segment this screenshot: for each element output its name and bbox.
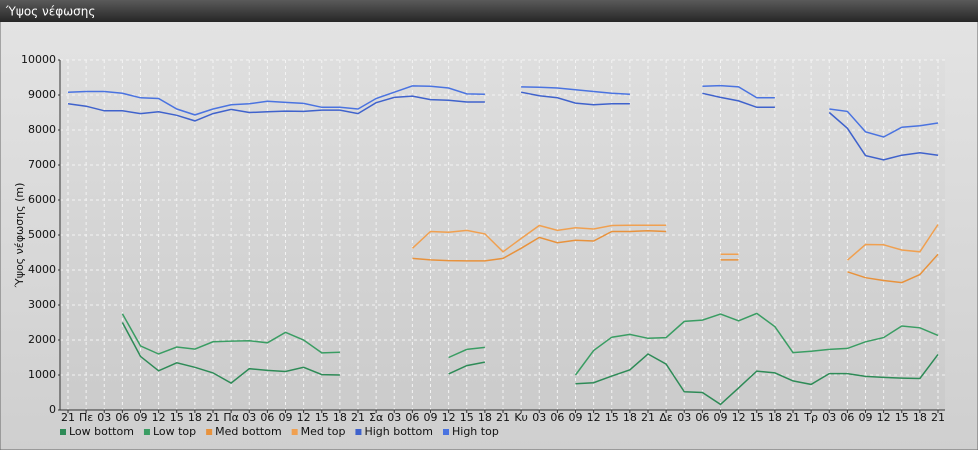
x-tick-label: Σα bbox=[369, 411, 383, 424]
x-tick-label: 03 bbox=[387, 411, 401, 424]
x-tick-label: 15 bbox=[460, 411, 474, 424]
series-line bbox=[411, 224, 939, 261]
x-tick-label: 18 bbox=[478, 411, 492, 424]
x-tick-label: 18 bbox=[188, 411, 202, 424]
y-tick-label: 4000 bbox=[28, 263, 56, 276]
x-tick-label: 03 bbox=[242, 411, 256, 424]
y-tick-label: 6000 bbox=[28, 193, 56, 206]
x-tick-label: 15 bbox=[170, 411, 184, 424]
y-tick-label: 2000 bbox=[28, 333, 56, 346]
x-tick-label: 18 bbox=[913, 411, 927, 424]
x-tick-label: 12 bbox=[442, 411, 456, 424]
x-tick-label: 06 bbox=[405, 411, 419, 424]
y-tick-label: 10000 bbox=[21, 53, 56, 66]
x-tick-label: 03 bbox=[97, 411, 111, 424]
series-line bbox=[121, 312, 939, 376]
legend-label: Med bottom bbox=[215, 425, 282, 438]
chart-title: Ύψος νέφωσης bbox=[5, 5, 95, 19]
y-tick-label: 0 bbox=[49, 403, 56, 416]
x-tick-label: 21 bbox=[786, 411, 800, 424]
series-line bbox=[121, 322, 939, 406]
x-tick-label: 03 bbox=[822, 411, 836, 424]
y-tick-label: 7000 bbox=[28, 158, 56, 171]
legend-swatch bbox=[60, 429, 66, 435]
x-tick-label: 15 bbox=[315, 411, 329, 424]
x-tick-label: 21 bbox=[496, 411, 510, 424]
x-tick-label: 03 bbox=[677, 411, 691, 424]
legend-label: High top bbox=[452, 425, 499, 438]
x-tick-label: 09 bbox=[859, 411, 873, 424]
title-bar bbox=[0, 0, 978, 22]
x-tick-label: 09 bbox=[424, 411, 438, 424]
x-tick-label: 21 bbox=[931, 411, 945, 424]
x-tick-label: 06 bbox=[260, 411, 274, 424]
x-tick-label: 12 bbox=[732, 411, 746, 424]
x-tick-label: Τρ bbox=[803, 411, 818, 424]
x-tick-label: 06 bbox=[840, 411, 854, 424]
x-tick-label: Δε bbox=[659, 411, 673, 424]
series-line bbox=[412, 230, 939, 284]
x-tick-label: 03 bbox=[532, 411, 546, 424]
y-tick-label: 9000 bbox=[28, 88, 56, 101]
x-tick-label: 21 bbox=[641, 411, 655, 424]
y-tick-label: 3000 bbox=[28, 298, 56, 311]
x-tick-label: 06 bbox=[550, 411, 564, 424]
x-tick-label: 09 bbox=[714, 411, 728, 424]
x-tick-label: 18 bbox=[333, 411, 347, 424]
x-tick-label: 18 bbox=[768, 411, 782, 424]
x-tick-label: 12 bbox=[877, 411, 891, 424]
x-tick-label: 06 bbox=[695, 411, 709, 424]
x-tick-label: 09 bbox=[134, 411, 148, 424]
x-tick-label: 09 bbox=[279, 411, 293, 424]
legend-label: High bottom bbox=[364, 425, 433, 438]
x-tick-label: 12 bbox=[587, 411, 601, 424]
x-tick-label: 21 bbox=[61, 411, 75, 424]
x-tick-label: 21 bbox=[351, 411, 365, 424]
x-tick-label: Πα bbox=[223, 411, 239, 424]
x-tick-label: 21 bbox=[206, 411, 220, 424]
x-tick-label: 12 bbox=[152, 411, 166, 424]
legend-label: Med top bbox=[301, 425, 346, 438]
x-tick-label: 06 bbox=[115, 411, 129, 424]
legend-swatch bbox=[143, 429, 150, 435]
x-tick-label: Κυ bbox=[514, 411, 528, 424]
x-tick-label: Πε bbox=[79, 411, 93, 424]
y-tick-label: 5000 bbox=[28, 228, 56, 241]
legend-swatch bbox=[206, 429, 213, 435]
y-axis-label: Ύψος νέφωσης (m) bbox=[13, 183, 26, 289]
x-tick-label: 15 bbox=[895, 411, 909, 424]
legend-swatch bbox=[355, 429, 362, 435]
y-tick-label: 8000 bbox=[28, 123, 56, 136]
series-line bbox=[67, 91, 939, 161]
x-tick-label: 15 bbox=[750, 411, 764, 424]
y-tick-label: 1000 bbox=[28, 368, 56, 381]
x-tick-label: 18 bbox=[623, 411, 637, 424]
legend-label: Low top bbox=[153, 425, 196, 438]
legend-swatch bbox=[443, 429, 449, 435]
x-tick-label: 09 bbox=[569, 411, 583, 424]
legend-swatch bbox=[291, 429, 298, 435]
x-tick-label: 15 bbox=[605, 411, 619, 424]
legend-label: Low bottom bbox=[69, 425, 134, 438]
x-tick-label: 12 bbox=[297, 411, 311, 424]
series-line bbox=[67, 84, 939, 138]
